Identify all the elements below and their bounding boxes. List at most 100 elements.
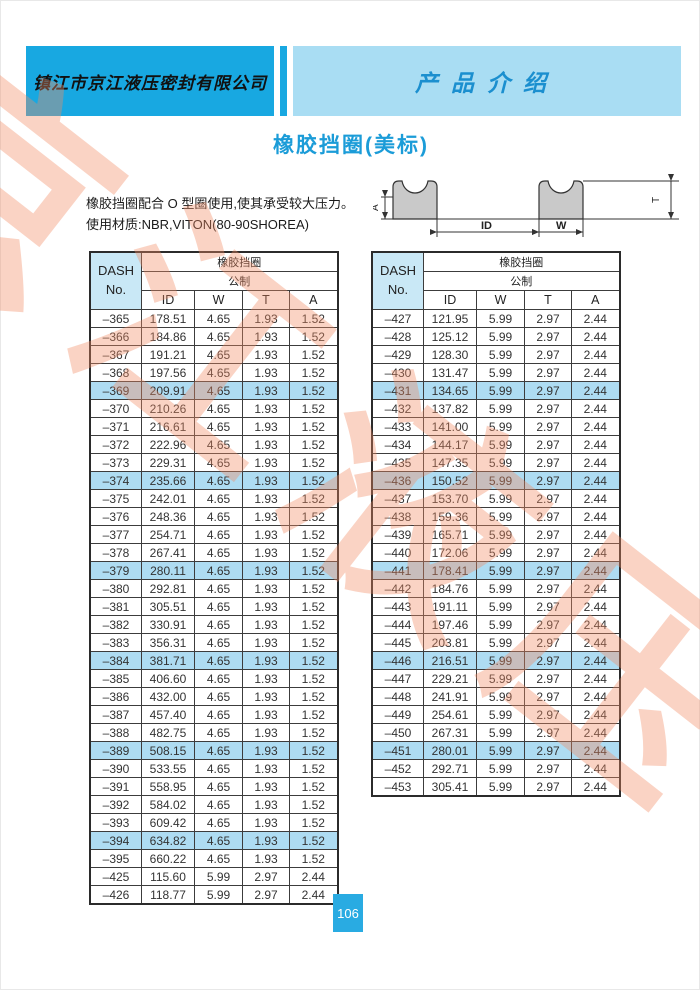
cell-a: 1.52 xyxy=(289,687,338,706)
table-row: –451 280.01 5.99 2.97 2.44 xyxy=(371,741,620,760)
table-row: –432 137.82 5.99 2.97 2.44 xyxy=(371,399,620,418)
cell-t: 2.97 xyxy=(524,723,572,742)
cell-w: 5.99 xyxy=(476,525,525,544)
table-row: –428 125.12 5.99 2.97 2.44 xyxy=(371,327,620,346)
cell-w: 5.99 xyxy=(476,759,525,778)
cell-id: 125.12 xyxy=(423,327,477,346)
cell-a: 1.52 xyxy=(289,507,338,526)
cell-w: 5.99 xyxy=(476,435,525,454)
cell-t: 1.93 xyxy=(242,723,290,742)
table-row: –436 150.52 5.99 2.97 2.44 xyxy=(371,471,620,490)
table-row: –376 248.36 4.65 1.93 1.52 xyxy=(89,507,338,526)
col-header-id: ID xyxy=(423,290,477,310)
table-row: –440 172.06 5.99 2.97 2.44 xyxy=(371,543,620,562)
cell-a: 2.44 xyxy=(571,705,620,724)
cell-a: 1.52 xyxy=(289,309,338,328)
cell-w: 4.65 xyxy=(194,327,243,346)
page-number: 106 xyxy=(333,894,363,932)
cell-dash: –451 xyxy=(371,741,424,760)
col-header-id: ID xyxy=(141,290,195,310)
table-row: –444 197.46 5.99 2.97 2.44 xyxy=(371,615,620,634)
table-row: –365 178.51 4.65 1.93 1.52 xyxy=(89,309,338,328)
cell-dash: –380 xyxy=(89,579,142,598)
cell-t: 1.93 xyxy=(242,597,290,616)
cell-dash: –446 xyxy=(371,651,424,670)
header-divider-stripe xyxy=(280,46,287,116)
table-row: –389 508.15 4.65 1.93 1.52 xyxy=(89,741,338,760)
cell-id: 147.35 xyxy=(423,453,477,472)
cell-t: 2.97 xyxy=(524,327,572,346)
cell-w: 5.99 xyxy=(476,327,525,346)
cell-a: 1.52 xyxy=(289,561,338,580)
cell-a: 1.52 xyxy=(289,363,338,382)
cell-id: 558.95 xyxy=(141,777,195,796)
cell-t: 1.93 xyxy=(242,327,290,346)
cell-a: 1.52 xyxy=(289,399,338,418)
cell-w: 4.65 xyxy=(194,489,243,508)
cell-dash: –382 xyxy=(89,615,142,634)
cell-id: 222.96 xyxy=(141,435,195,454)
cell-a: 2.44 xyxy=(571,399,620,418)
table-row: –437 153.70 5.99 2.97 2.44 xyxy=(371,489,620,508)
cell-t: 1.93 xyxy=(242,813,290,832)
cell-w: 5.99 xyxy=(476,381,525,400)
cell-id: 209.91 xyxy=(141,381,195,400)
cell-w: 4.65 xyxy=(194,507,243,526)
cell-dash: –383 xyxy=(89,633,142,652)
cell-t: 1.93 xyxy=(242,399,290,418)
cell-dash: –384 xyxy=(89,651,142,670)
cell-id: 216.61 xyxy=(141,417,195,436)
cell-t: 1.93 xyxy=(242,687,290,706)
cell-dash: –453 xyxy=(371,777,424,797)
description-line-2: 使用材质:NBR,VITON(80-90SHOREA) xyxy=(86,217,309,233)
cell-a: 1.52 xyxy=(289,489,338,508)
cell-w: 4.65 xyxy=(194,651,243,670)
cell-t: 2.97 xyxy=(524,309,572,328)
cell-a: 1.52 xyxy=(289,597,338,616)
cell-dash: –452 xyxy=(371,759,424,778)
cell-dash: –377 xyxy=(89,525,142,544)
cell-dash: –378 xyxy=(89,543,142,562)
cell-t: 1.93 xyxy=(242,471,290,490)
cell-dash: –395 xyxy=(89,849,142,868)
cell-id: 508.15 xyxy=(141,741,195,760)
cell-id: 159.36 xyxy=(423,507,477,526)
cell-w: 4.65 xyxy=(194,381,243,400)
cell-dash: –392 xyxy=(89,795,142,814)
cell-a: 1.52 xyxy=(289,741,338,760)
cell-t: 2.97 xyxy=(524,363,572,382)
subgroup-header: 公制 xyxy=(423,271,620,291)
cell-t: 2.97 xyxy=(524,759,572,778)
cell-dash: –441 xyxy=(371,561,424,580)
table-row: –392 584.02 4.65 1.93 1.52 xyxy=(89,795,338,814)
cell-dash: –445 xyxy=(371,633,424,652)
cell-t: 1.93 xyxy=(242,525,290,544)
table-row: –426 118.77 5.99 2.97 2.44 xyxy=(89,885,338,905)
cell-a: 2.44 xyxy=(571,417,620,436)
table-row: –448 241.91 5.99 2.97 2.44 xyxy=(371,687,620,706)
table-row: –370 210.26 4.65 1.93 1.52 xyxy=(89,399,338,418)
cell-id: 634.82 xyxy=(141,831,195,850)
cell-a: 2.44 xyxy=(571,561,620,580)
dash-header-cell: DASH No. xyxy=(89,251,142,310)
cell-t: 2.97 xyxy=(524,471,572,490)
table-row: –446 216.51 5.99 2.97 2.44 xyxy=(371,651,620,670)
cell-dash: –390 xyxy=(89,759,142,778)
cell-w: 5.99 xyxy=(476,417,525,436)
table-row: –394 634.82 4.65 1.93 1.52 xyxy=(89,831,338,850)
cell-dash: –393 xyxy=(89,813,142,832)
dash-header-cell: DASH No. xyxy=(371,251,424,310)
table-row: –390 533.55 4.65 1.93 1.52 xyxy=(89,759,338,778)
table-row: –391 558.95 4.65 1.93 1.52 xyxy=(89,777,338,796)
cell-t: 1.93 xyxy=(242,309,290,328)
cell-a: 2.44 xyxy=(571,543,620,562)
table-row: –439 165.71 5.99 2.97 2.44 xyxy=(371,525,620,544)
cell-id: 144.17 xyxy=(423,435,477,454)
cell-t: 2.97 xyxy=(524,651,572,670)
cell-dash: –448 xyxy=(371,687,424,706)
cell-a: 1.52 xyxy=(289,381,338,400)
cell-w: 5.99 xyxy=(194,885,243,905)
table-row: –384 381.71 4.65 1.93 1.52 xyxy=(89,651,338,670)
cell-w: 4.65 xyxy=(194,615,243,634)
table-row: –435 147.35 5.99 2.97 2.44 xyxy=(371,453,620,472)
